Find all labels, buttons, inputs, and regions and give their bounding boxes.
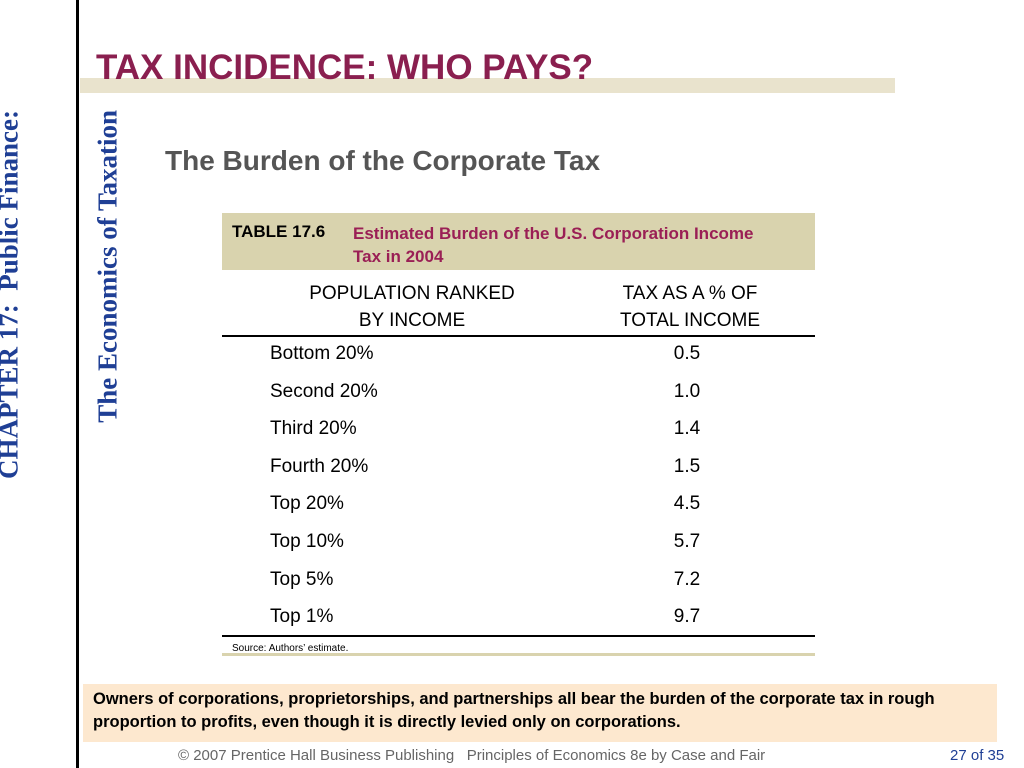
column-header: POPULATION RANKED BY INCOME — [272, 280, 552, 334]
row-value: 5.7 — [673, 531, 701, 552]
row-label: Fourth 20% — [270, 455, 369, 477]
header-line: BY INCOME — [358, 310, 466, 331]
subtitle: The Burden of the Corporate Tax — [165, 145, 601, 176]
row-value: 7.2 — [673, 568, 701, 590]
table-label: TABLE 17.6 — [232, 222, 326, 241]
row-value: 4.5 — [673, 493, 701, 515]
row-label: Top 1% — [270, 606, 334, 628]
title-bar — [80, 78, 895, 93]
row-value: 9.7 — [673, 606, 701, 628]
sidebar: CHAPTER 17: Public Finance: The Economic… — [0, 110, 158, 710]
row-label: Top 10% — [270, 531, 344, 552]
rule — [222, 335, 815, 337]
footer-credit: © 2007 Prentice Hall Business Publishing… — [178, 747, 766, 764]
row-label: Top 5% — [270, 568, 334, 590]
row-value: 1.4 — [673, 418, 701, 440]
rule — [222, 635, 815, 637]
row-label: Second 20% — [270, 380, 378, 402]
title: TAX INCIDENCE: WHO PAYS? — [96, 48, 594, 87]
row-label: Bottom 20% — [270, 343, 374, 364]
rule — [222, 653, 815, 656]
page-number: 27 of 35 — [950, 747, 1005, 764]
table-caption: Estimated Burden of the U.S. Corporation… — [353, 224, 754, 266]
header-line: TOTAL INCOME — [619, 310, 761, 331]
header-line: TAX AS A % OF — [622, 283, 758, 304]
header-line: POPULATION RANKED — [309, 283, 515, 304]
table-caption-band: TABLE 17.6 Estimated Burden of the U.S. … — [222, 213, 815, 270]
row-value: 0.5 — [673, 343, 701, 364]
row-value: 1.5 — [673, 455, 701, 477]
divider-line — [76, 0, 79, 768]
row-label: Top 20% — [270, 493, 344, 515]
sidebar-line: The Economics of Taxation — [92, 110, 123, 423]
sidebar-line: CHAPTER 17: Public Finance: — [0, 110, 24, 479]
note-box: Owners of corporations, proprietorships,… — [83, 684, 997, 742]
row-value: 1.0 — [673, 380, 701, 402]
column-header: TAX AS A % OF TOTAL INCOME — [560, 280, 820, 334]
table-source: Source: Authors’ estimate. — [232, 643, 349, 654]
row-label: Third 20% — [270, 418, 357, 440]
